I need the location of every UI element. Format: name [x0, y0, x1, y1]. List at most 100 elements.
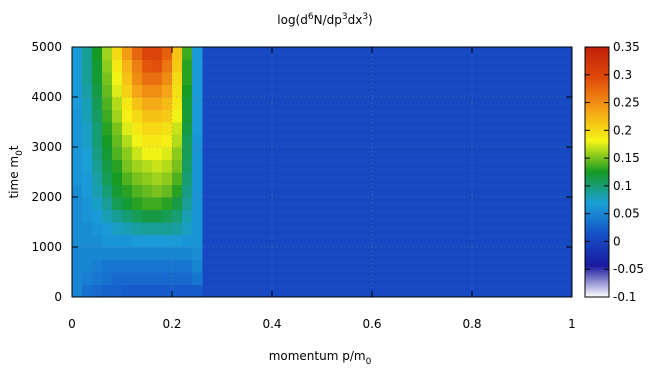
heatmap-cell — [192, 109, 203, 123]
heatmap-cell — [102, 209, 113, 223]
colorbar-tick-label: -0.05 — [613, 262, 644, 276]
heatmap-cell — [92, 222, 103, 235]
heatmap-cell — [142, 97, 153, 110]
heatmap-cell — [162, 222, 173, 235]
colorbar-tick-label: 0 — [613, 234, 621, 248]
heatmap-cell — [142, 234, 153, 248]
heatmap-cell — [162, 84, 173, 98]
heatmap-cell — [182, 122, 193, 135]
heatmap-cell — [102, 284, 113, 298]
heatmap-cell — [122, 84, 133, 98]
heatmap-cell — [172, 84, 183, 98]
heatmap-cell — [92, 84, 103, 98]
heatmap-cell — [112, 147, 123, 160]
heatmap-cell — [82, 222, 93, 235]
heatmap-cell — [182, 109, 193, 123]
heatmap-cell — [132, 59, 143, 73]
heatmap-cell — [72, 59, 83, 73]
heatmap-cell — [82, 159, 93, 173]
heatmap-cell — [112, 59, 123, 73]
heatmap-cell — [192, 272, 203, 285]
heatmap-cell — [132, 47, 143, 60]
heatmap-cell — [82, 84, 93, 98]
heatmap-cell — [92, 272, 103, 285]
heatmap-cell — [72, 222, 83, 235]
colorbar-tick-label: 0.05 — [613, 207, 640, 221]
heatmap-cell — [82, 109, 93, 123]
heatmap-cell — [122, 234, 133, 248]
heatmap-cell — [112, 97, 123, 110]
heatmap-cell — [152, 234, 163, 248]
heatmap-cell — [162, 247, 173, 260]
heatmap-cell — [82, 72, 93, 85]
heatmap-cell — [162, 172, 173, 185]
heatmap-cell — [182, 234, 193, 248]
heatmap-cell — [112, 72, 123, 85]
heatmap-cell — [162, 122, 173, 135]
heatmap-cell — [92, 59, 103, 73]
heatmap-cell — [72, 72, 83, 85]
heatmap-cell — [82, 59, 93, 73]
heatmap-cell — [112, 234, 123, 248]
heatmap-cell — [132, 222, 143, 235]
y-tick-label: 3000 — [31, 140, 62, 154]
heatmap-cell — [102, 109, 113, 123]
heatmap-cell — [152, 259, 163, 273]
heatmap-cell — [152, 97, 163, 110]
heatmap-cell — [102, 47, 113, 60]
heatmap-cell — [172, 172, 183, 185]
heatmap-cell — [92, 122, 103, 135]
heatmap-cell — [122, 172, 133, 185]
heatmap-cell — [112, 197, 123, 210]
heatmap-cell — [192, 247, 203, 260]
x-tick-label: 0.8 — [462, 317, 481, 331]
heatmap-cell — [142, 259, 153, 273]
heatmap-cell — [122, 247, 133, 260]
heatmap-cell — [152, 122, 163, 135]
y-axis-label: time m0t — [7, 145, 25, 198]
heatmap-cell — [132, 147, 143, 160]
heatmap-cell — [152, 247, 163, 260]
heatmap-cell — [82, 247, 93, 260]
heatmap-cell — [182, 259, 193, 273]
heatmap-cell — [102, 184, 113, 198]
heatmap-cell — [172, 72, 183, 85]
heatmap-cell — [112, 172, 123, 185]
heatmap-cell — [72, 122, 83, 135]
heatmap-cell — [142, 284, 153, 298]
heatmap-cell — [152, 59, 163, 73]
heatmap-cell — [122, 72, 133, 85]
heatmap-cell — [132, 97, 143, 110]
heatmap-cell — [172, 247, 183, 260]
heatmap-cell — [172, 134, 183, 148]
heatmap-cell — [122, 259, 133, 273]
heatmap-cell — [132, 284, 143, 298]
heatmap-cell — [182, 247, 193, 260]
heatmap-cell — [82, 209, 93, 223]
heatmap-cell — [122, 184, 133, 198]
heatmap-cell — [152, 172, 163, 185]
heatmap-cell — [82, 197, 93, 210]
heatmap-cell — [112, 122, 123, 135]
heatmap-cell — [112, 47, 123, 60]
chart-title: log(d6N/dp3dx3) — [277, 12, 372, 27]
heatmap-cell — [152, 184, 163, 198]
heatmap-cell — [152, 159, 163, 173]
heatmap-cell — [172, 284, 183, 298]
heatmap-cell — [152, 147, 163, 160]
heatmap-cell — [122, 197, 133, 210]
y-tick-label: 5000 — [31, 40, 62, 54]
heatmap-cell — [122, 159, 133, 173]
colorbar-tick-label: 0.2 — [613, 123, 632, 137]
y-tick-label: 1000 — [31, 240, 62, 254]
heatmap-cell — [172, 234, 183, 248]
heatmap-cell — [92, 134, 103, 148]
heatmap-cell — [132, 209, 143, 223]
heatmap-cell — [92, 109, 103, 123]
heatmap-cell — [172, 272, 183, 285]
heatmap-cell — [122, 222, 133, 235]
heatmap-cell — [72, 97, 83, 110]
heatmap-cell — [122, 272, 133, 285]
heatmap-cell — [82, 284, 93, 298]
heatmap-cell — [92, 259, 103, 273]
